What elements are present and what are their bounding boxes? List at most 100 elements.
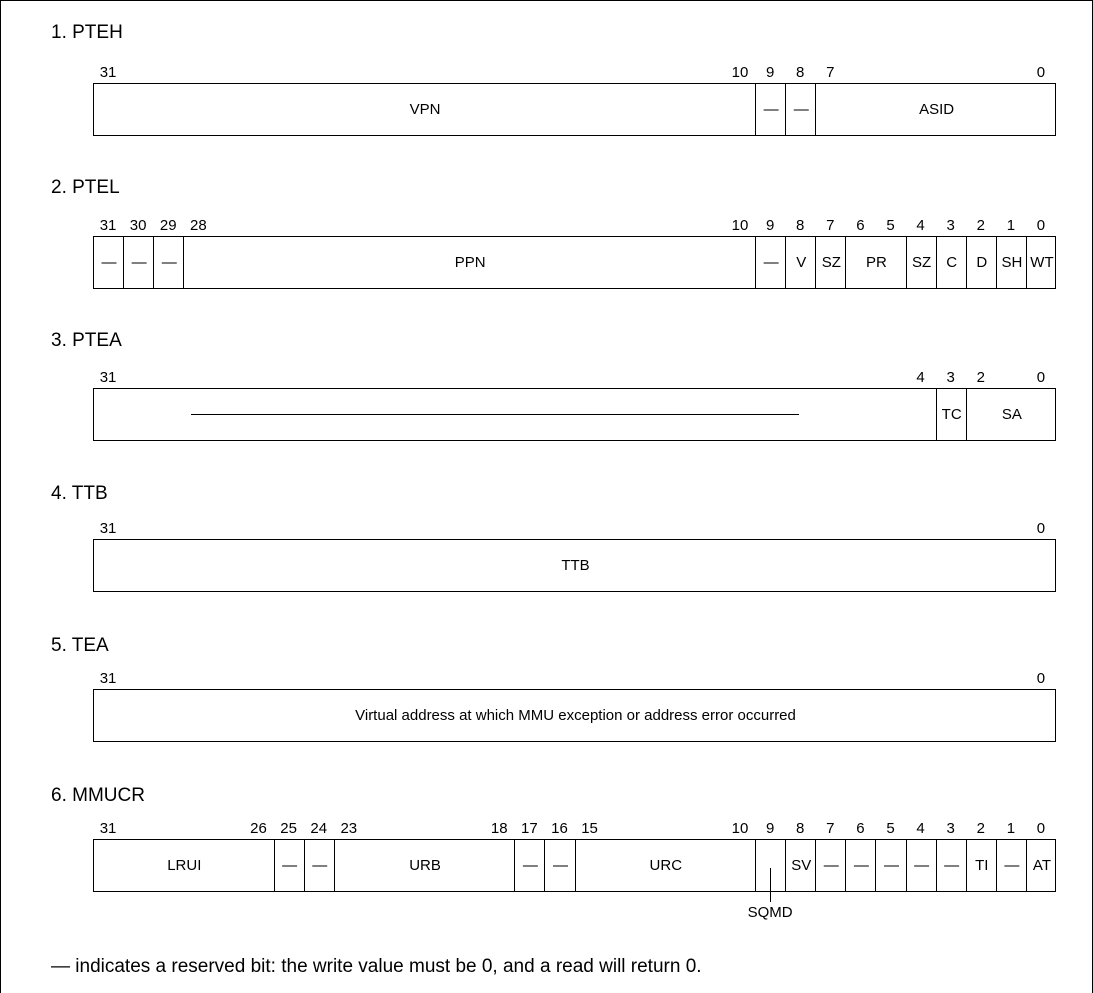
bit-number-ptel-6: 6: [856, 217, 865, 234]
register-title-pteh: 1. PTEH: [51, 22, 123, 43]
bit-number-ptel-28: 28: [189, 217, 207, 234]
field-pr: PR: [866, 254, 887, 271]
bit-number-ptel-7: 7: [826, 217, 835, 234]
bit-number-mmucr-8: 8: [796, 820, 805, 837]
field-c: C: [946, 254, 958, 271]
field-divider: [574, 840, 576, 891]
bit-number-mmucr-26: 26: [250, 820, 267, 837]
bit-number-pteh-10: 10: [731, 64, 749, 81]
field-blank: [94, 389, 937, 440]
reserved-bit-field: —: [823, 857, 839, 874]
field-virtual-address-at-which-mmu-exception-or-address-error-occurred: Virtual address at which MMU exception o…: [355, 707, 796, 724]
field-divider: [153, 237, 155, 288]
bit-number-ttb-31: 31: [99, 520, 117, 537]
bit-number-ptea-3: 3: [946, 369, 955, 386]
bit-number-ptea-2: 2: [976, 369, 985, 386]
field-divider: [935, 237, 937, 288]
bit-number-mmucr-0: 0: [1036, 820, 1046, 837]
bit-number-mmucr-16: 16: [551, 820, 568, 837]
bit-number-mmucr-15: 15: [581, 820, 598, 837]
reserved-bit-footnote: — indicates a reserved bit: the write va…: [51, 956, 702, 977]
bit-number-pteh-31: 31: [99, 64, 117, 81]
bit-number-mmucr-23: 23: [340, 820, 358, 837]
field-divider: [815, 840, 817, 891]
bit-number-ptel-9: 9: [765, 217, 775, 234]
field-divider: [785, 84, 787, 135]
bit-number-mmucr-17: 17: [521, 820, 538, 837]
field-sh: SH: [1001, 254, 1023, 271]
register-box-pteh: VPN — — ASID: [93, 83, 1056, 136]
bit-number-ptel-10: 10: [731, 217, 749, 234]
field-divider: [995, 237, 997, 288]
bit-number-mmucr-2: 2: [976, 820, 985, 837]
field-sv: SV: [791, 857, 812, 874]
bit-number-pteh-7: 7: [826, 64, 835, 81]
field-divider: [905, 840, 907, 891]
field-asid: ASID: [919, 101, 955, 118]
reserved-bit-field: —: [282, 857, 298, 874]
reserved-bit-field: —: [763, 101, 779, 118]
bit-number-mmucr-24: 24: [310, 820, 328, 837]
field-divider: [965, 840, 967, 891]
reserved-bit-field: —: [883, 857, 899, 874]
bit-number-ttb-0: 0: [1036, 520, 1046, 537]
field-lrui: LRUI: [167, 857, 202, 874]
reserved-bit-field: —: [944, 857, 960, 874]
bit-number-tea-31: 31: [99, 670, 117, 687]
register-title-ptel: 2. PTEL: [51, 177, 120, 198]
field-divider: [514, 840, 516, 891]
field-divider: [544, 840, 546, 891]
bit-number-ptea-31: 31: [99, 369, 117, 386]
bit-number-mmucr-4: 4: [916, 820, 925, 837]
field-urc: URC: [649, 857, 683, 874]
field-divider: [815, 84, 817, 135]
register-box-ttb: TTB: [93, 539, 1056, 592]
register-title-ttb: 4. TTB: [51, 483, 108, 504]
bit-number-mmucr-9: 9: [765, 820, 775, 837]
field-ti: TI: [975, 857, 989, 874]
field-divider: [965, 237, 967, 288]
field-divider: [755, 840, 757, 891]
reserved-bit-field: —: [131, 254, 147, 271]
bit-number-pteh-9: 9: [765, 64, 775, 81]
bit-number-ptel-29: 29: [159, 217, 177, 234]
field-vpn: VPN: [409, 101, 441, 118]
bit-number-pteh-0: 0: [1036, 64, 1046, 81]
field-divider: [935, 840, 937, 891]
field-d: D: [976, 254, 988, 271]
field-divider: [273, 840, 275, 891]
field-divider: [875, 840, 877, 891]
bit-number-mmucr-5: 5: [886, 820, 895, 837]
reserved-bit-field: —: [161, 254, 177, 271]
field-divider: [995, 840, 997, 891]
register-box-ptea: TC SA: [93, 388, 1056, 441]
field-ttb: TTB: [561, 557, 590, 574]
reserved-bit-field: —: [101, 254, 117, 271]
field-divider: [755, 237, 757, 288]
bit-number-tea-0: 0: [1036, 670, 1046, 687]
field-ppn: PPN: [454, 254, 486, 271]
reserved-bit-field: —: [914, 857, 930, 874]
field-divider: [785, 237, 787, 288]
field-urb: URB: [409, 857, 441, 874]
field-divider: [1025, 840, 1027, 891]
field-divider: [935, 389, 937, 440]
field-tc: TC: [941, 406, 962, 423]
bit-number-pteh-8: 8: [796, 64, 805, 81]
field-divider: [755, 84, 757, 135]
register-box-tea: Virtual address at which MMU exception o…: [93, 689, 1056, 742]
register-box-mmucr: LRUI — — URB — — URC SV — — — — — TI — AT: [93, 839, 1056, 892]
bit-number-mmucr-10: 10: [731, 820, 749, 837]
register-title-mmucr: 6. MMUCR: [51, 785, 145, 806]
bit-number-ptel-4: 4: [916, 217, 925, 234]
bit-number-mmucr-18: 18: [490, 820, 508, 837]
reserved-bit-field: —: [522, 857, 538, 874]
reserved-bit-field: —: [312, 857, 328, 874]
field-wt: WT: [1030, 254, 1054, 271]
register-title-tea: 5. TEA: [51, 635, 109, 656]
bit-number-ptel-8: 8: [796, 217, 805, 234]
field-divider: [333, 840, 335, 891]
bit-number-ptea-4: 4: [916, 369, 925, 386]
bit-number-mmucr-7: 7: [826, 820, 835, 837]
field-divider: [905, 237, 907, 288]
